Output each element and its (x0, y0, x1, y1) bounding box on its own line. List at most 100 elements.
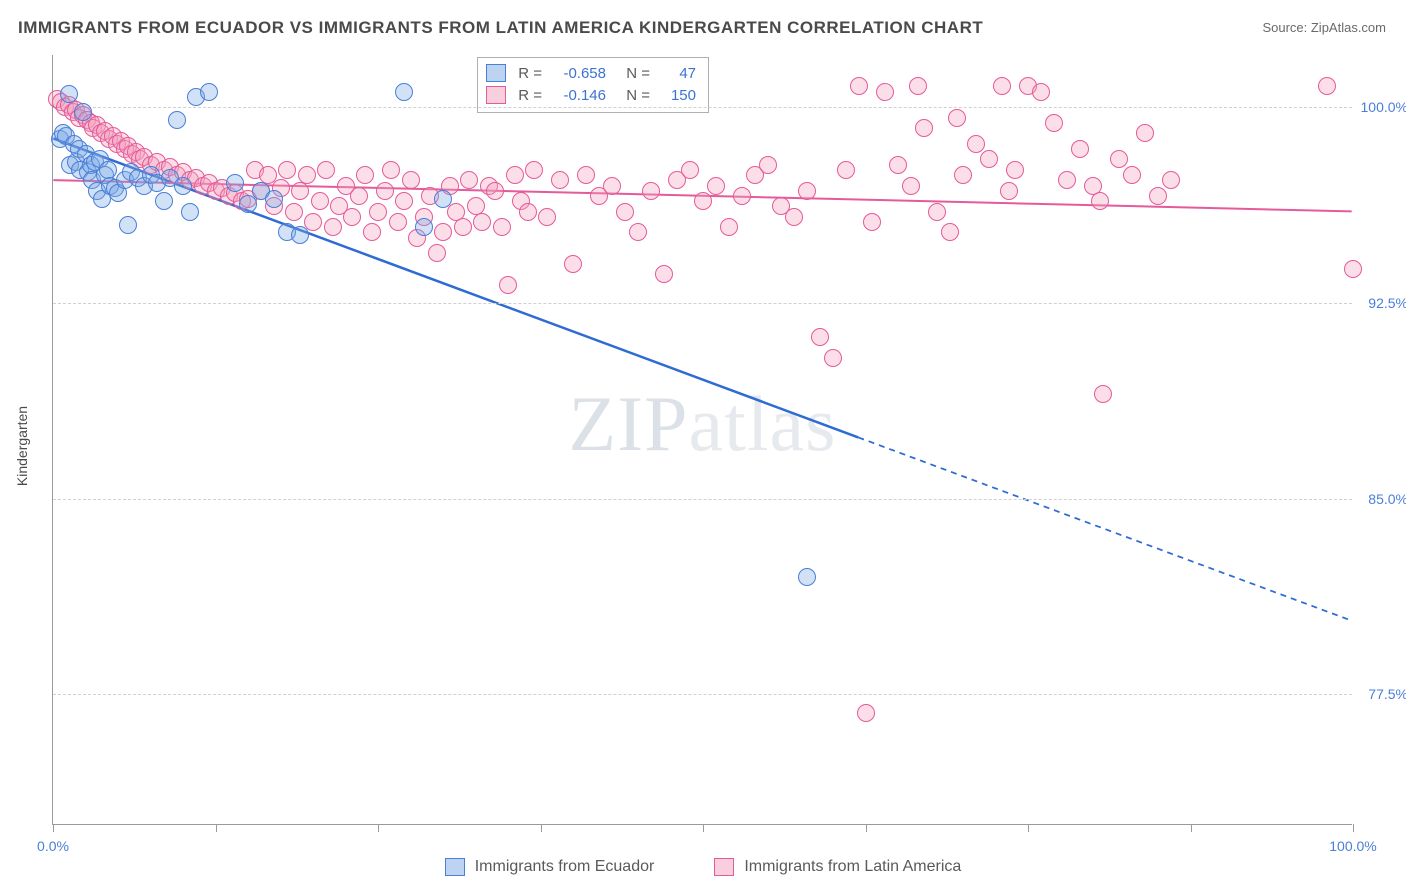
xtick (1191, 824, 1192, 832)
data-point-latin (720, 218, 738, 236)
data-point-latin (525, 161, 543, 179)
ytick-label: 85.0% (1368, 491, 1406, 507)
data-point-latin (811, 328, 829, 346)
data-point-ecuador (265, 190, 283, 208)
data-point-latin (538, 208, 556, 226)
data-point-latin (363, 223, 381, 241)
data-point-latin (454, 218, 472, 236)
gridline-h (53, 303, 1352, 304)
y-axis-label: Kindergarten (14, 406, 30, 486)
chart-title: IMMIGRANTS FROM ECUADOR VS IMMIGRANTS FR… (18, 18, 983, 38)
chart-plot-area: ZIPatlas R = -0.658 N = 47 R = -0.146 N … (52, 55, 1352, 825)
data-point-ecuador (226, 174, 244, 192)
data-point-latin (837, 161, 855, 179)
xtick (1028, 824, 1029, 832)
data-point-latin (707, 177, 725, 195)
ytick-label: 77.5% (1368, 686, 1406, 702)
data-point-latin (616, 203, 634, 221)
data-point-latin (395, 192, 413, 210)
xtick (866, 824, 867, 832)
data-point-latin (655, 265, 673, 283)
data-point-latin (1136, 124, 1154, 142)
data-point-ecuador (74, 103, 92, 121)
ytick-label: 92.5% (1368, 295, 1406, 311)
data-point-latin (564, 255, 582, 273)
data-point-ecuador (155, 192, 173, 210)
ytick-label: 100.0% (1361, 99, 1406, 115)
data-point-latin (909, 77, 927, 95)
data-point-latin (694, 192, 712, 210)
data-point-latin (506, 166, 524, 184)
data-point-latin (1058, 171, 1076, 189)
data-point-latin (857, 704, 875, 722)
data-point-ecuador (415, 218, 433, 236)
data-point-latin (324, 218, 342, 236)
data-point-latin (928, 203, 946, 221)
data-point-latin (382, 161, 400, 179)
data-point-latin (889, 156, 907, 174)
data-point-latin (681, 161, 699, 179)
source-name: ZipAtlas.com (1311, 20, 1386, 35)
data-point-latin (785, 208, 803, 226)
data-point-latin (1149, 187, 1167, 205)
data-point-latin (389, 213, 407, 231)
data-point-latin (863, 213, 881, 231)
data-point-latin (376, 182, 394, 200)
data-point-latin (993, 77, 1011, 95)
xtick (216, 824, 217, 832)
source-attribution: Source: ZipAtlas.com (1262, 20, 1386, 35)
series-legend: Immigrants from Ecuador Immigrants from … (0, 858, 1406, 876)
data-point-latin (519, 203, 537, 221)
xtick (703, 824, 704, 832)
data-point-latin (1045, 114, 1063, 132)
legend-label-ecuador: Immigrants from Ecuador (475, 858, 655, 876)
data-point-latin (350, 187, 368, 205)
data-point-ecuador (168, 111, 186, 129)
regression-line-extrapolated-ecuador (858, 437, 1351, 620)
data-point-latin (493, 218, 511, 236)
data-point-latin (1162, 171, 1180, 189)
gridline-h (53, 694, 1352, 695)
data-point-latin (980, 150, 998, 168)
gridline-h (53, 499, 1352, 500)
data-point-latin (1318, 77, 1336, 95)
gridline-h (53, 107, 1352, 108)
data-point-latin (1032, 83, 1050, 101)
data-point-latin (460, 171, 478, 189)
xtick (1353, 824, 1354, 832)
legend-swatch-ecuador (445, 858, 465, 876)
data-point-latin (642, 182, 660, 200)
xtick-label: 100.0% (1329, 838, 1376, 854)
source-label: Source: (1262, 20, 1310, 35)
data-point-latin (798, 182, 816, 200)
data-point-latin (902, 177, 920, 195)
data-point-latin (876, 83, 894, 101)
data-point-latin (499, 276, 517, 294)
legend-swatch-latin (714, 858, 734, 876)
data-point-latin (1091, 192, 1109, 210)
data-point-latin (850, 77, 868, 95)
data-point-latin (1006, 161, 1024, 179)
data-point-latin (486, 182, 504, 200)
xtick-label: 0.0% (37, 838, 69, 854)
data-point-latin (1344, 260, 1362, 278)
data-point-ecuador (200, 83, 218, 101)
legend-item-ecuador: Immigrants from Ecuador (445, 858, 655, 876)
data-point-latin (317, 161, 335, 179)
data-point-latin (1123, 166, 1141, 184)
data-point-latin (402, 171, 420, 189)
data-point-latin (434, 223, 452, 241)
data-point-latin (577, 166, 595, 184)
data-point-latin (824, 349, 842, 367)
data-point-ecuador (60, 85, 78, 103)
data-point-latin (285, 203, 303, 221)
data-point-latin (948, 109, 966, 127)
data-point-latin (759, 156, 777, 174)
data-point-ecuador (434, 190, 452, 208)
data-point-latin (954, 166, 972, 184)
data-point-ecuador (395, 83, 413, 101)
data-point-latin (941, 223, 959, 241)
data-point-ecuador (291, 226, 309, 244)
legend-item-latin: Immigrants from Latin America (714, 858, 961, 876)
data-point-latin (1000, 182, 1018, 200)
